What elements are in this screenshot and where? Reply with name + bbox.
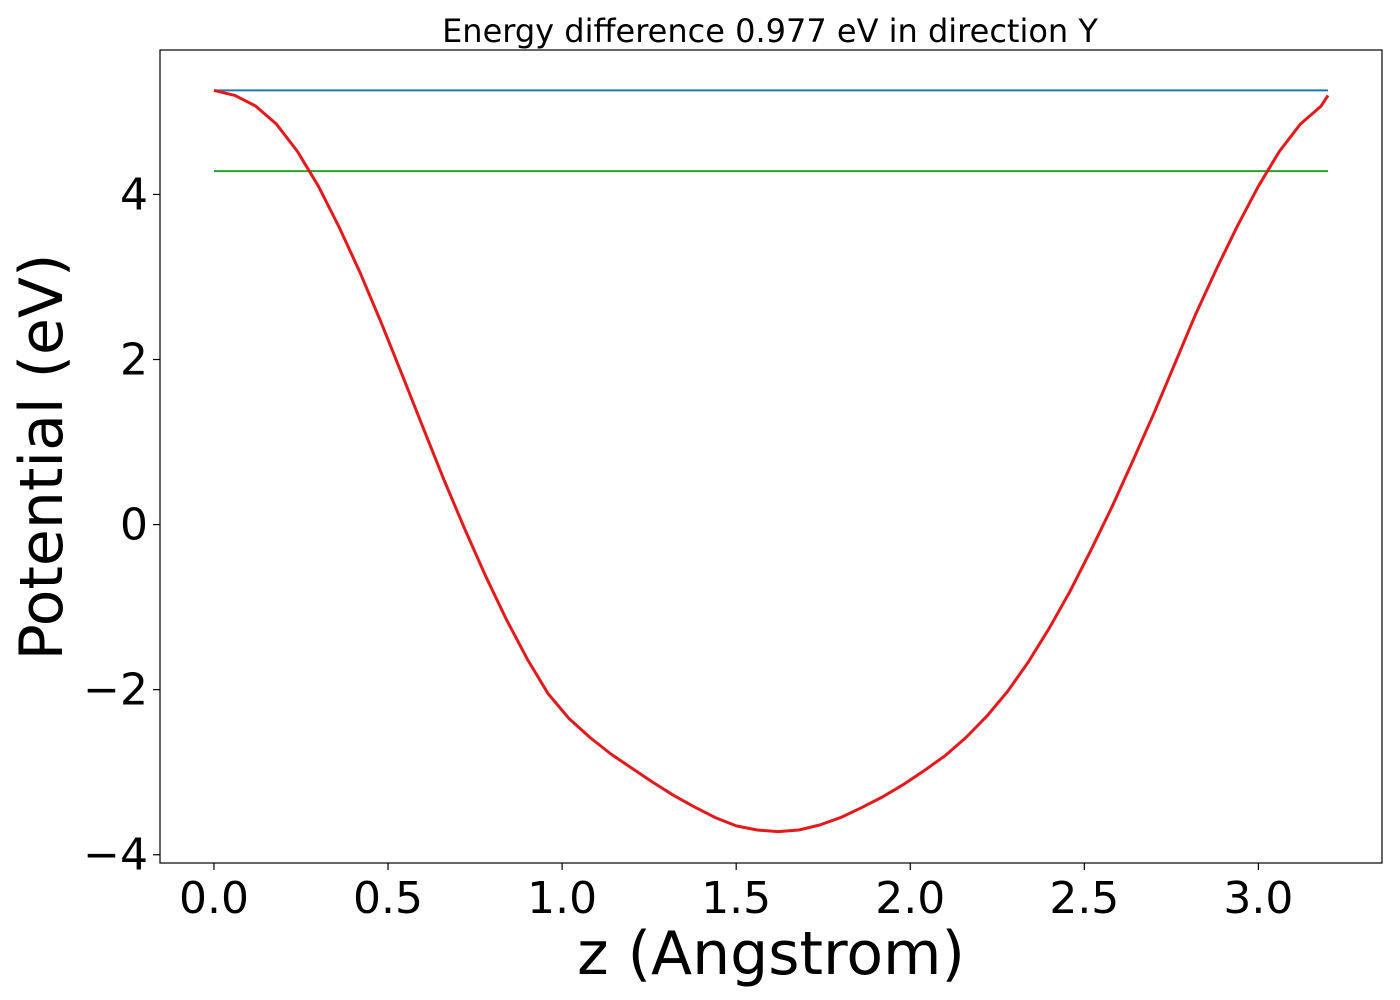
series-layer (213, 88, 1330, 834)
y-tick-label: 4 (120, 169, 148, 220)
series-line-3 (213, 88, 1330, 834)
x-tick-label: 2.0 (875, 873, 945, 924)
y-axis-label: Potential (eV) (7, 254, 77, 661)
y-axis-ticks: −4 −2 0 2 4 (83, 169, 160, 881)
x-axis-label: z (Angstrom) (577, 919, 965, 989)
y-tick-label: −4 (83, 830, 148, 881)
y-tick-label: 0 (120, 500, 148, 551)
y-tick-label: −2 (83, 665, 148, 716)
x-axis-ticks: 0.0 0.5 1.0 1.5 2.0 2.5 3.0 (179, 863, 1293, 924)
x-tick-label: 0.5 (353, 873, 423, 924)
x-tick-label: 3.0 (1223, 873, 1293, 924)
x-tick-label: 1.5 (701, 873, 771, 924)
x-tick-label: 1.0 (527, 873, 597, 924)
x-tick-label: 2.5 (1049, 873, 1119, 924)
x-tick-label: 0.0 (179, 873, 249, 924)
chart-title: Energy difference 0.977 eV in direction … (442, 12, 1098, 50)
plot-frame (159, 49, 1383, 864)
y-tick-label: 2 (120, 335, 148, 386)
